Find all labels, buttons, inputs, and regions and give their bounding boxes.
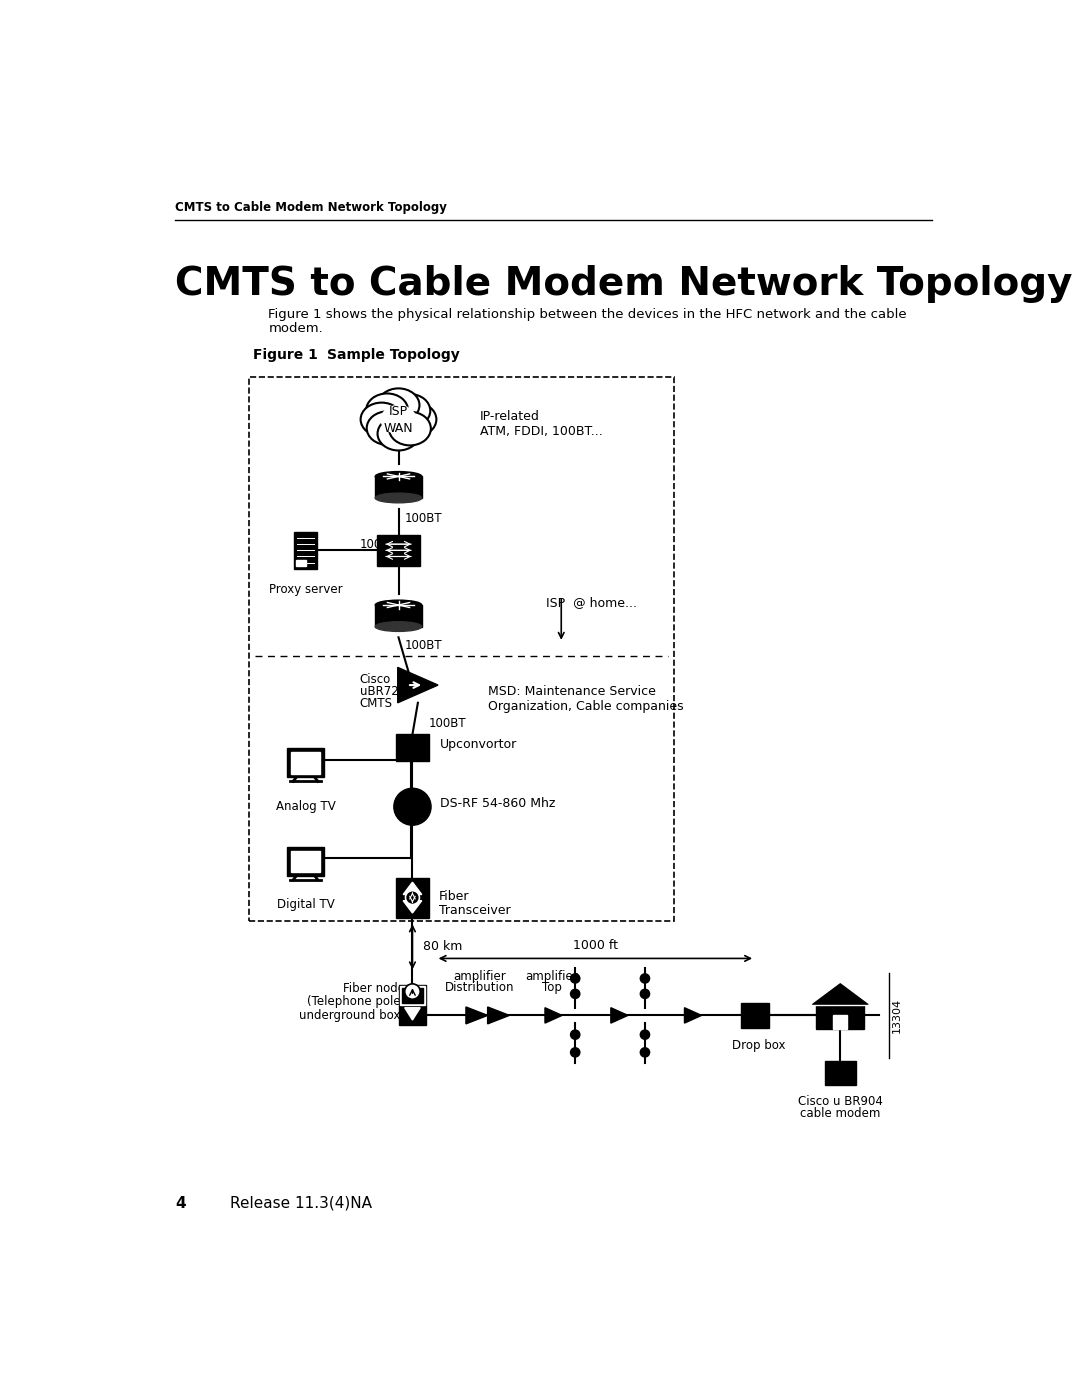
Text: Figure 1: Figure 1 <box>253 348 318 362</box>
Bar <box>375 476 422 497</box>
Polygon shape <box>488 1007 510 1024</box>
Text: Transceiver: Transceiver <box>438 904 511 916</box>
Text: Cisco: Cisco <box>360 673 391 686</box>
Text: Analog TV: Analog TV <box>275 800 336 813</box>
Circle shape <box>640 989 649 999</box>
Text: cable modem: cable modem <box>800 1106 880 1120</box>
Text: 100BT: 100BT <box>360 538 397 550</box>
Text: uBR7246: uBR7246 <box>360 685 414 698</box>
Text: 80 km: 80 km <box>423 940 462 953</box>
Polygon shape <box>545 1007 562 1023</box>
Polygon shape <box>465 1007 488 1024</box>
Bar <box>399 985 427 1024</box>
Text: underground box): underground box) <box>299 1009 405 1023</box>
Text: CMTS to Cable Modem Network Topology: CMTS to Cable Modem Network Topology <box>175 265 1072 303</box>
Ellipse shape <box>367 411 408 444</box>
Text: Cisco u BR904: Cisco u BR904 <box>798 1095 882 1108</box>
Text: (Telephone pole,: (Telephone pole, <box>308 996 405 1009</box>
Circle shape <box>640 974 649 983</box>
Text: WAN: WAN <box>383 422 414 436</box>
Text: MSD: Maintenance Service: MSD: Maintenance Service <box>488 685 656 698</box>
Text: Digital TV: Digital TV <box>276 898 335 911</box>
Circle shape <box>570 1030 580 1039</box>
Text: 100BT: 100BT <box>429 718 467 731</box>
Text: modem.: modem. <box>268 323 323 335</box>
Polygon shape <box>611 1007 627 1023</box>
Circle shape <box>640 1048 649 1058</box>
Ellipse shape <box>389 412 431 446</box>
Text: CMTS: CMTS <box>360 697 393 711</box>
Text: 13304: 13304 <box>892 997 902 1032</box>
Bar <box>291 851 321 872</box>
Ellipse shape <box>389 394 430 427</box>
Bar <box>291 752 321 774</box>
Text: ISP: ISP <box>389 405 408 418</box>
Text: ISP  @ home...: ISP @ home... <box>545 597 637 609</box>
Bar <box>287 749 324 778</box>
Bar <box>402 988 423 1003</box>
Text: Top: Top <box>542 981 562 993</box>
Bar <box>400 986 424 1004</box>
Polygon shape <box>685 1007 702 1023</box>
Ellipse shape <box>394 402 436 436</box>
Text: Distribution: Distribution <box>445 981 515 993</box>
Circle shape <box>570 974 580 983</box>
Text: Figure 1 shows the physical relationship between the devices in the HFC network : Figure 1 shows the physical relationship… <box>268 307 907 321</box>
Text: 100BT: 100BT <box>405 638 443 652</box>
Text: 4: 4 <box>175 1196 186 1211</box>
Text: 1000 ft: 1000 ft <box>572 939 618 953</box>
Text: Upconvortor: Upconvortor <box>440 738 517 750</box>
Polygon shape <box>397 668 438 703</box>
Ellipse shape <box>375 601 422 610</box>
Text: Release 11.3(4)NA: Release 11.3(4)NA <box>230 1196 372 1211</box>
Bar <box>377 535 420 566</box>
Text: CMTS to Cable Modem Network Topology: CMTS to Cable Modem Network Topology <box>175 201 447 214</box>
Bar <box>741 1003 769 1028</box>
Text: ATM, FDDI, 100BT...: ATM, FDDI, 100BT... <box>480 425 603 437</box>
Text: Organization, Cable companies: Organization, Cable companies <box>488 700 684 712</box>
Bar <box>834 1014 847 1028</box>
Ellipse shape <box>366 394 408 427</box>
Bar <box>248 377 674 922</box>
Ellipse shape <box>375 493 422 503</box>
Bar <box>287 847 324 876</box>
Text: amplifier: amplifier <box>526 970 578 983</box>
Polygon shape <box>403 901 422 914</box>
Circle shape <box>570 989 580 999</box>
Text: 100BT: 100BT <box>405 511 443 525</box>
Circle shape <box>640 1030 649 1039</box>
Circle shape <box>394 788 431 826</box>
Text: Sample Topology: Sample Topology <box>327 348 460 362</box>
Polygon shape <box>403 882 422 894</box>
Polygon shape <box>405 1007 420 1020</box>
Bar <box>396 877 429 918</box>
Ellipse shape <box>375 472 422 481</box>
Text: Proxy server: Proxy server <box>269 583 342 595</box>
Bar <box>375 605 422 627</box>
Circle shape <box>405 891 419 904</box>
Bar <box>816 1004 864 1028</box>
Ellipse shape <box>378 388 419 422</box>
Bar <box>825 1060 855 1085</box>
Text: Drop box: Drop box <box>732 1038 785 1052</box>
Text: Fiber: Fiber <box>438 890 470 902</box>
Circle shape <box>405 983 420 999</box>
Bar <box>296 560 306 566</box>
Ellipse shape <box>378 416 419 450</box>
Text: amplifier: amplifier <box>454 970 507 983</box>
Bar <box>396 733 429 760</box>
Circle shape <box>570 1048 580 1058</box>
Text: IP-related: IP-related <box>480 411 540 423</box>
Ellipse shape <box>375 622 422 631</box>
Bar <box>294 532 318 569</box>
Text: DS-RF 54-860 Mhz: DS-RF 54-860 Mhz <box>441 798 556 810</box>
Text: Fiber node: Fiber node <box>342 982 405 995</box>
Ellipse shape <box>380 405 417 434</box>
Ellipse shape <box>361 402 403 436</box>
Polygon shape <box>812 983 868 1004</box>
